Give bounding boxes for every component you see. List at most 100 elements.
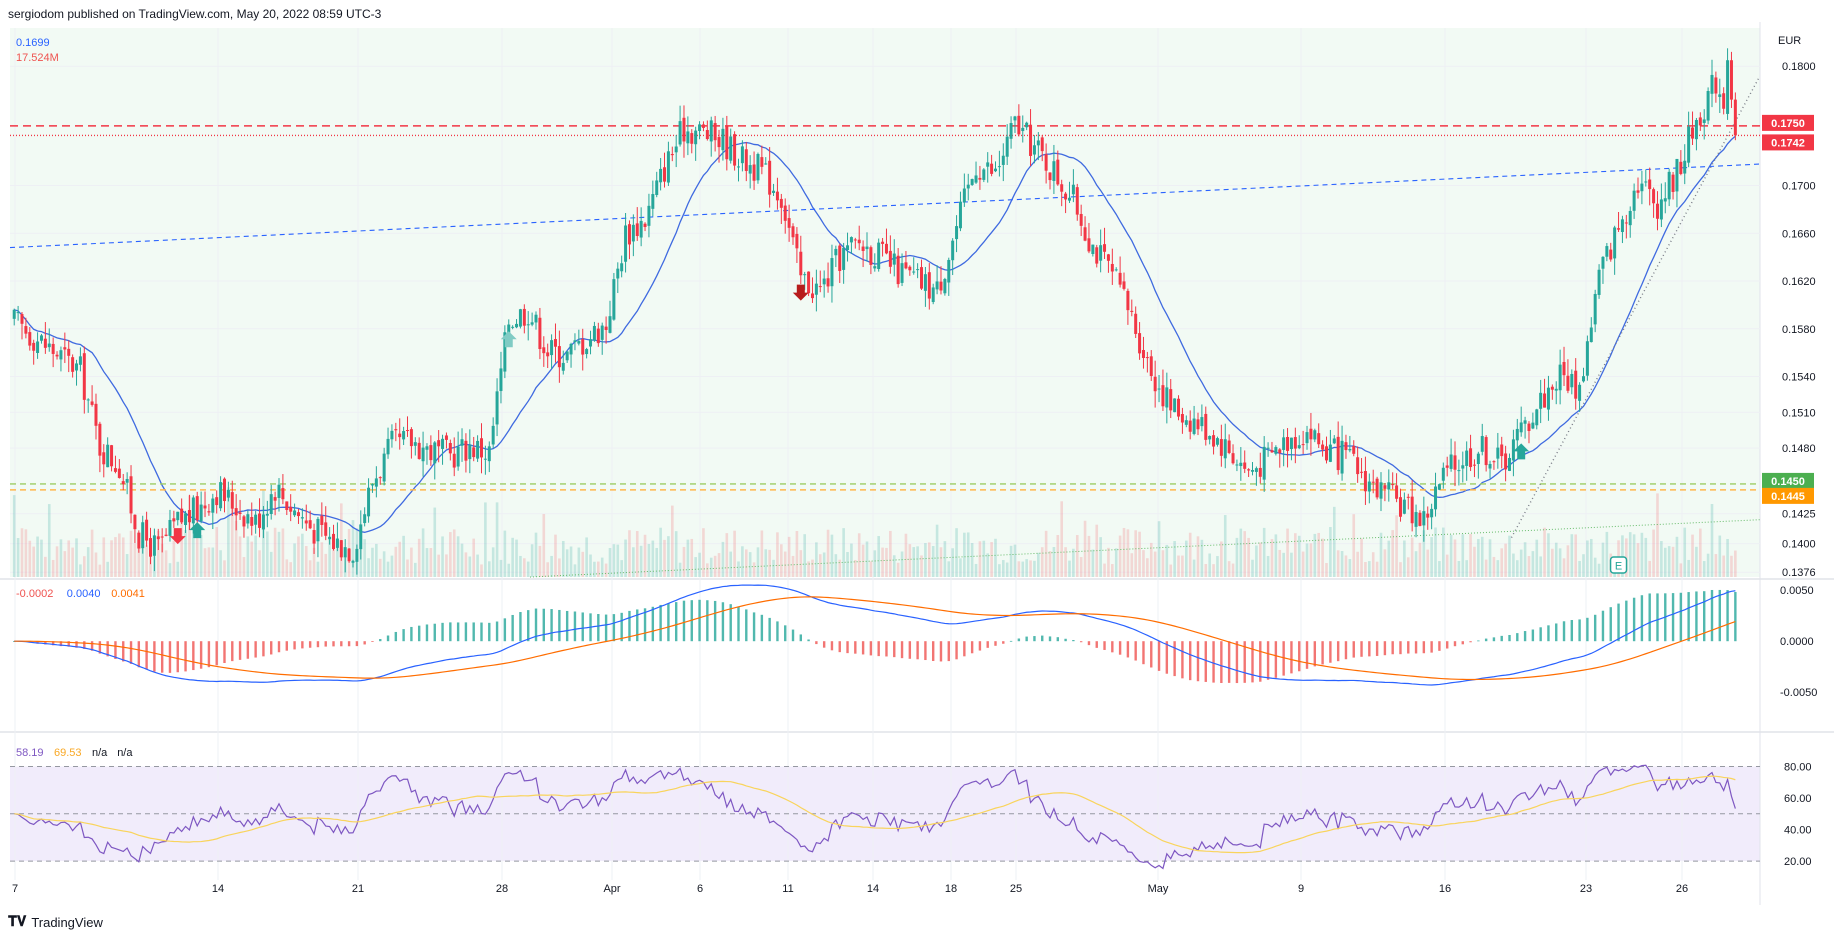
rsi-readout: n/a bbox=[92, 747, 108, 759]
candle-body bbox=[421, 447, 425, 462]
macd-histogram-bar bbox=[1687, 592, 1690, 642]
volume-bar bbox=[1656, 493, 1659, 577]
volume-bar bbox=[616, 544, 620, 577]
volume-bar bbox=[1551, 548, 1554, 577]
candle-body bbox=[701, 124, 705, 128]
macd-histogram-bar bbox=[916, 641, 919, 660]
volume-bar bbox=[277, 531, 281, 577]
volume-bar bbox=[1282, 552, 1285, 577]
candle-body bbox=[1251, 470, 1255, 472]
volume-bar bbox=[59, 539, 63, 577]
volume-bar bbox=[803, 534, 806, 577]
macd-histogram-bar bbox=[807, 639, 810, 642]
candle-body bbox=[1422, 511, 1426, 526]
candle-body bbox=[1235, 464, 1239, 466]
macd-histogram-bar bbox=[1048, 636, 1052, 642]
rsi-axis-tick: 40.00 bbox=[1784, 825, 1812, 837]
candle-body bbox=[24, 326, 28, 334]
macd-histogram-bar bbox=[425, 624, 429, 642]
candle-body bbox=[912, 271, 916, 273]
volume-bar bbox=[686, 539, 690, 577]
volume-bar bbox=[1484, 559, 1488, 577]
volume-bar bbox=[234, 520, 238, 577]
price-axis-tick: 0.1580 bbox=[1782, 324, 1816, 336]
volume-bar bbox=[94, 552, 98, 577]
candle-body bbox=[1328, 444, 1332, 462]
candle-body bbox=[1270, 450, 1274, 453]
macd-histogram-bar bbox=[410, 626, 413, 642]
candle-body bbox=[1204, 413, 1208, 440]
macd-histogram-bar bbox=[1095, 641, 1098, 648]
candle-body bbox=[1395, 485, 1399, 499]
volume-bar bbox=[1001, 560, 1005, 577]
candle-body bbox=[616, 268, 620, 279]
candle-body bbox=[787, 218, 791, 228]
macd-histogram-bar bbox=[495, 621, 499, 642]
time-axis-tick: 6 bbox=[697, 883, 703, 895]
macd-histogram-bar bbox=[1235, 641, 1239, 684]
candle-body bbox=[748, 165, 752, 174]
volume-bar bbox=[386, 561, 390, 577]
macd-histogram-bar bbox=[1352, 641, 1355, 658]
candle-body bbox=[378, 477, 382, 479]
volume-bar bbox=[1075, 535, 1079, 577]
volume-bar bbox=[1539, 556, 1542, 577]
time-axis-tick: 7 bbox=[12, 883, 18, 895]
volume-bar bbox=[756, 547, 760, 577]
candle-body bbox=[631, 224, 635, 242]
candle-body bbox=[160, 536, 164, 538]
volume-bar bbox=[659, 527, 662, 577]
candle-body bbox=[1134, 313, 1138, 334]
price-axis-tick: 0.1480 bbox=[1782, 443, 1816, 455]
macd-histogram-bar bbox=[246, 641, 250, 659]
chart-canvas[interactable]: E EUR 0.1800 0.1700 0.1660 0.1620 0.1580 0.154… bbox=[0, 0, 1834, 905]
macd-histogram-bar bbox=[1072, 640, 1075, 642]
candle-body bbox=[1652, 189, 1656, 204]
price-readout: 0.1699 bbox=[16, 37, 50, 49]
candle-body bbox=[1282, 437, 1286, 450]
buy-signal-arrow bbox=[189, 522, 206, 539]
candle-body bbox=[916, 269, 920, 271]
volume-bar bbox=[881, 547, 884, 577]
volume-bar bbox=[250, 541, 254, 577]
volume-bar bbox=[1173, 541, 1176, 577]
volume-bar bbox=[869, 561, 873, 577]
volume-bar bbox=[445, 554, 448, 577]
candle-body bbox=[125, 478, 129, 483]
candle-body bbox=[1655, 203, 1659, 219]
candle-body bbox=[386, 438, 390, 455]
candle-body bbox=[1258, 467, 1262, 477]
volume-bar bbox=[651, 540, 655, 577]
volume-bar bbox=[1457, 561, 1461, 577]
volume-bar bbox=[550, 555, 553, 577]
volume-bar bbox=[1321, 538, 1324, 577]
volume-bar bbox=[102, 537, 106, 577]
candle-body bbox=[409, 429, 413, 447]
macd-histogram-bar bbox=[1703, 591, 1706, 642]
macd-histogram-bar bbox=[1025, 636, 1028, 642]
price-level-badge-text: 0.1445 bbox=[1771, 491, 1805, 503]
candle-body bbox=[1106, 254, 1110, 261]
candle-body bbox=[713, 123, 717, 141]
volume-bar bbox=[1044, 530, 1048, 577]
volume-bar bbox=[1079, 557, 1083, 577]
rsi-readout: 69.53 bbox=[54, 747, 82, 759]
volume-bar bbox=[1083, 520, 1087, 577]
candle-body bbox=[1523, 420, 1527, 424]
time-axis-tick: 18 bbox=[945, 883, 957, 895]
candle-body bbox=[121, 481, 125, 485]
macd-histogram-bar bbox=[1189, 641, 1192, 681]
candle-body bbox=[1188, 420, 1192, 432]
sell-signal-arrow bbox=[792, 284, 809, 301]
volume-bar bbox=[499, 559, 503, 577]
volume-bar bbox=[1379, 532, 1383, 577]
volume-bar bbox=[1434, 527, 1437, 577]
volume-bar bbox=[1262, 527, 1266, 577]
macd-histogram-bar bbox=[534, 608, 538, 642]
macd-histogram-bar bbox=[1204, 641, 1207, 682]
candle-body bbox=[102, 452, 106, 465]
volume-bar bbox=[1636, 543, 1640, 577]
volume-bar bbox=[854, 559, 857, 577]
volume-bar bbox=[780, 544, 783, 577]
volume-bar bbox=[1208, 553, 1211, 577]
